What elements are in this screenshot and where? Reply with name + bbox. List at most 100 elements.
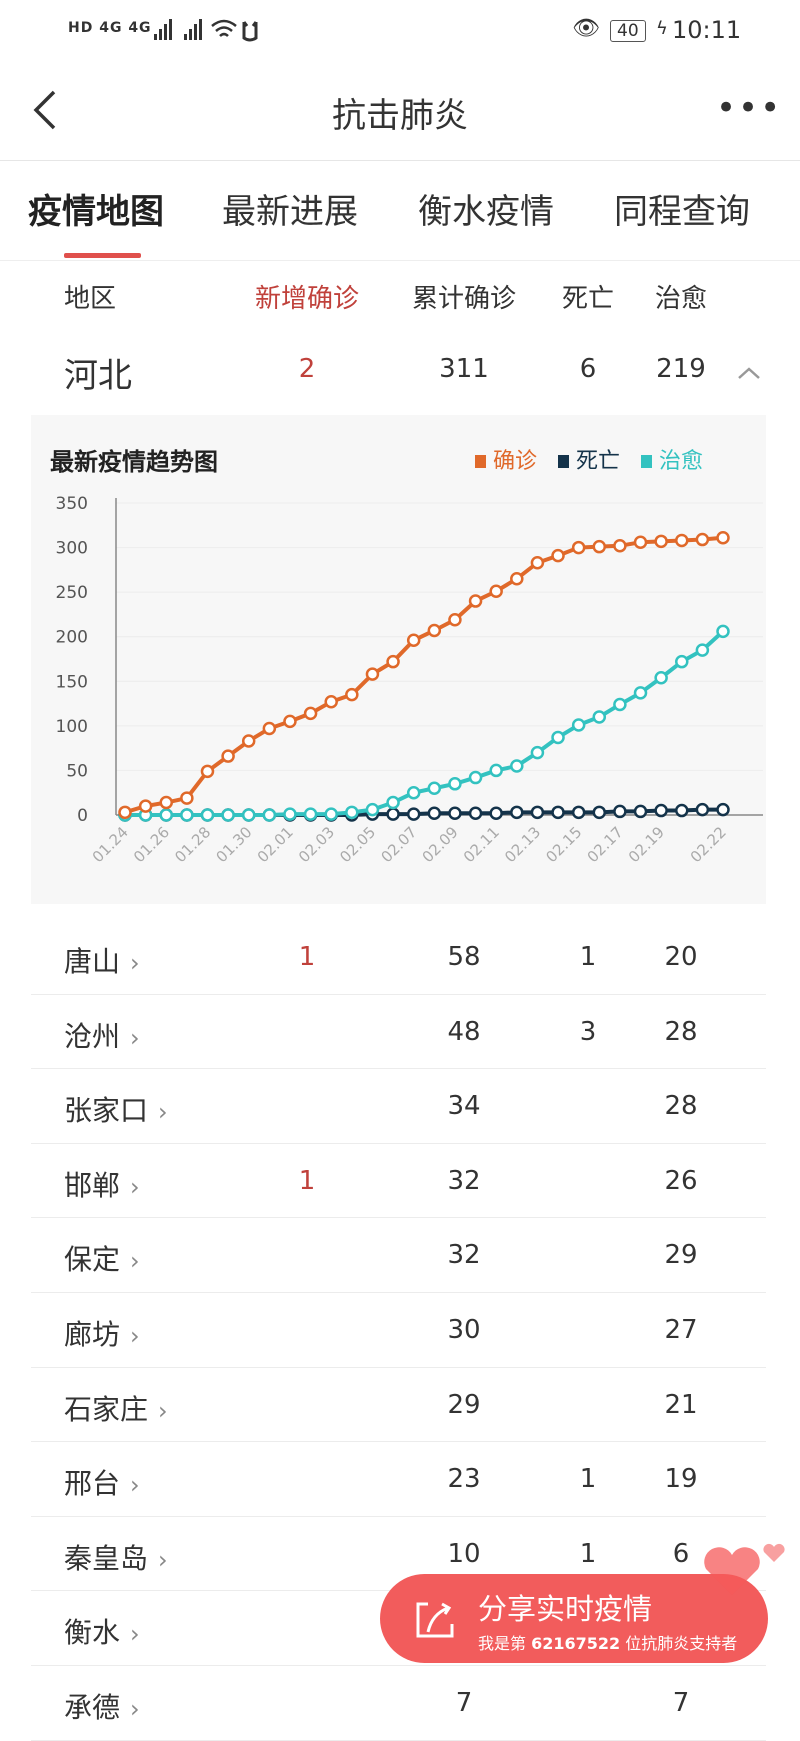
- data-point: [675, 803, 689, 818]
- data-point: [592, 710, 607, 724]
- tab-latest-progress[interactable]: 最新进展: [222, 192, 358, 232]
- data-point: [386, 654, 400, 669]
- chevron-right-icon: ›: [158, 1396, 168, 1425]
- city-name: 保定 ›: [64, 1243, 140, 1277]
- data-point: [324, 807, 338, 821]
- chevron-right-icon: ›: [130, 1620, 140, 1649]
- chevron-right-icon: ›: [158, 1098, 168, 1127]
- data-point: [613, 697, 627, 712]
- data-point: [468, 806, 483, 820]
- city-cured: 19: [664, 1464, 698, 1495]
- x-tick-label: 02.03: [295, 823, 338, 866]
- city-name: 邢台 ›: [64, 1467, 140, 1501]
- city-cured: 27: [664, 1315, 698, 1345]
- y-tick-label: 150: [56, 672, 88, 692]
- tab-hengshui[interactable]: 衡水疫情: [418, 192, 554, 232]
- more-dots-icon: •••: [716, 88, 783, 128]
- data-point: [138, 799, 153, 813]
- data-point: [489, 584, 503, 599]
- data-point: [716, 531, 730, 545]
- x-tick-label: 01.24: [89, 823, 132, 866]
- city-row[interactable]: 唐山 › 1 58 1 20: [31, 920, 766, 995]
- signal-icon: [154, 19, 202, 40]
- city-name: 邯郸 ›: [64, 1168, 140, 1202]
- city-new: 1: [298, 942, 316, 972]
- page-title: 抗击肺炎: [332, 96, 468, 136]
- wifi-icon: [211, 19, 258, 42]
- data-point: [365, 667, 380, 681]
- city-cured: 28: [664, 1091, 698, 1122]
- chevron-right-icon: ›: [158, 1545, 168, 1574]
- chevron-right-icon: ›: [130, 1471, 140, 1500]
- city-cured: 28: [664, 1016, 698, 1047]
- data-point: [241, 808, 256, 822]
- heart-icon: [704, 1547, 760, 1595]
- city-cured: 7: [672, 1688, 690, 1718]
- chevron-up-icon[interactable]: [737, 366, 761, 380]
- chevron-right-icon: ›: [130, 1023, 140, 1052]
- x-tick-label: 01.28: [171, 823, 214, 866]
- city-row[interactable]: 邢台 › 23 1 19: [31, 1442, 766, 1517]
- x-tick-label: 02.17: [584, 823, 627, 866]
- city-death: 1: [579, 1464, 597, 1495]
- city-row[interactable]: 石家庄 › 29 21: [31, 1368, 766, 1443]
- city-name: 廊坊 ›: [64, 1318, 140, 1351]
- data-point: [695, 532, 710, 547]
- chart-plot: 0 50 100 150 200 250 300 350 01.2401.2601.2801.3…: [56, 494, 763, 866]
- data-point: [159, 795, 173, 810]
- city-row[interactable]: 保定 › 32 29: [31, 1218, 766, 1293]
- data-point: [613, 539, 627, 553]
- data-point: [510, 759, 524, 773]
- data-point: [221, 749, 235, 763]
- province-total: 311: [439, 354, 489, 384]
- y-tick-label: 300: [56, 539, 88, 559]
- data-point: [118, 805, 132, 820]
- heart-icon: [763, 1543, 785, 1562]
- data-point: [633, 686, 648, 700]
- city-total: 34: [447, 1091, 481, 1122]
- tab-epidemic-map[interactable]: 疫情地图: [28, 192, 164, 232]
- share-title: 分享实时疫情: [478, 1592, 653, 1626]
- data-point: [427, 623, 442, 638]
- data-point: [551, 548, 565, 563]
- active-tab-indicator: [64, 253, 141, 258]
- divider: [0, 260, 800, 261]
- share-icon: [416, 1602, 454, 1638]
- city-row[interactable]: 衡水 ›: [31, 1591, 766, 1666]
- share-button[interactable]: 分享实时疫情 我是第 62167522 位抗肺炎支持者: [380, 1574, 768, 1663]
- data-point: [200, 808, 215, 822]
- city-row[interactable]: 沧州 › 48 3 28: [31, 995, 766, 1070]
- city-total: 30: [447, 1315, 481, 1345]
- x-tick-label: 02.07: [377, 823, 420, 866]
- city-row[interactable]: 邯郸 › 1 32 26: [31, 1144, 766, 1219]
- data-point: [365, 802, 380, 817]
- city-total: 32: [447, 1240, 481, 1271]
- legend-confirmed: 确诊: [475, 449, 537, 474]
- x-tick-label: 02.01: [254, 823, 297, 866]
- back-button[interactable]: [32, 88, 58, 140]
- data-point: [468, 770, 483, 785]
- y-tick-label: 0: [77, 806, 88, 826]
- data-point: [345, 687, 359, 702]
- city-row[interactable]: 廊坊 › 30 27: [31, 1293, 766, 1368]
- more-button[interactable]: •••: [716, 88, 782, 128]
- city-new: 1: [298, 1165, 316, 1196]
- chart-title: 最新疫情趋势图: [50, 448, 218, 476]
- city-row[interactable]: 张家口 › 34 28: [31, 1069, 766, 1144]
- x-tick-label: 02.13: [501, 823, 544, 866]
- data-point: [221, 808, 235, 822]
- chevron-right-icon: ›: [130, 1695, 140, 1723]
- data-point: [654, 670, 668, 685]
- data-point: [654, 803, 668, 818]
- city-name: 秦皇岛 ›: [64, 1541, 168, 1575]
- data-point: [448, 777, 462, 791]
- city-cured: 20: [664, 942, 698, 972]
- share-subtitle: 我是第 62167522 位抗肺炎支持者: [478, 1634, 738, 1653]
- province-new: 2: [298, 354, 316, 384]
- chevron-right-icon: ›: [130, 949, 140, 977]
- province-name: 河北: [64, 356, 132, 396]
- city-row[interactable]: 承德 › 7 7: [31, 1666, 766, 1741]
- tab-travel-query[interactable]: 同程查询: [614, 192, 750, 232]
- city-total: 23: [447, 1464, 481, 1495]
- data-point: [427, 806, 442, 820]
